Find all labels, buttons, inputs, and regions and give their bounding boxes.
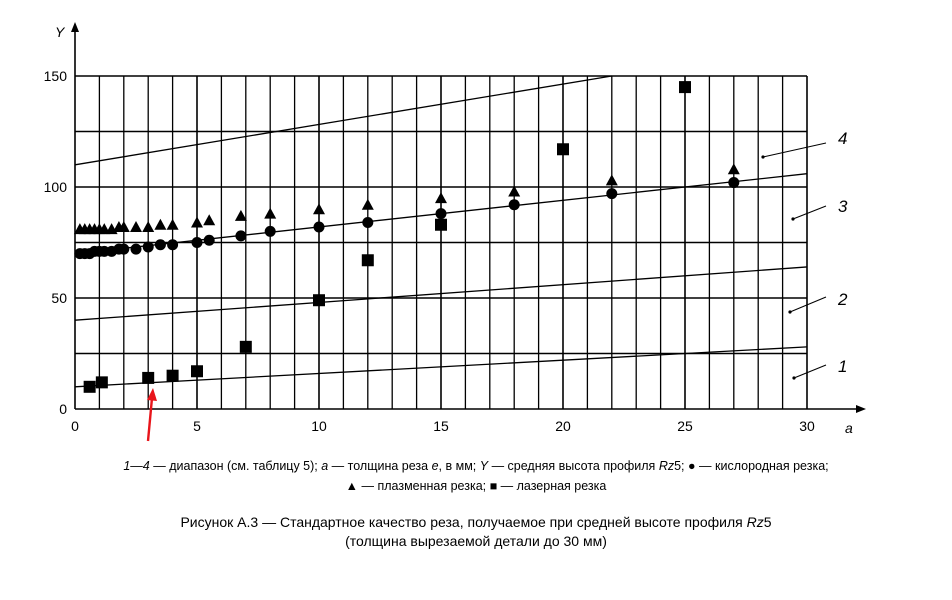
y-axis-arrow (71, 22, 79, 32)
range-label-3: 3 (838, 197, 848, 216)
circle-point (728, 177, 740, 189)
x-tick-label: 10 (311, 418, 327, 434)
x-tick-label: 25 (677, 418, 693, 434)
circle-point (264, 225, 276, 237)
x-tick-label: 20 (555, 418, 571, 434)
y-tick-label: 0 (59, 401, 67, 417)
triangle-point (313, 203, 325, 215)
triangle-point (203, 214, 216, 226)
square-point (191, 365, 203, 378)
range-label-leader (793, 364, 827, 379)
x-tick-label: 5 (193, 418, 201, 434)
square-point (142, 371, 155, 384)
range-label-leader (792, 205, 827, 220)
square-point (679, 81, 691, 94)
legend-range: 1—4 (123, 459, 150, 473)
legend-line-1: 1—4 — диапазон (см. таблицу 5); a — толщ… (0, 456, 952, 476)
legend-e: e (431, 459, 439, 473)
square-point (239, 340, 252, 353)
triangle-point (727, 163, 740, 175)
tick-labels: 0 5 10 15 20 25 30 0 50 100 150 (44, 68, 815, 434)
legend-line-2: ▲ — плазменная резка; ■ — лазерная резка (345, 479, 607, 493)
triangle-point (130, 220, 142, 232)
legend-text-5: 5; ● — кислородная резка; (674, 459, 829, 473)
triangle-point (264, 207, 277, 219)
square-point (313, 294, 325, 307)
square-point (557, 143, 569, 156)
legend-y: Y (479, 459, 489, 473)
range-labels: 4 3 2 1 (761, 129, 848, 380)
red-arrow (146, 388, 157, 442)
triangle-point (117, 220, 130, 232)
circle-point (167, 239, 179, 251)
legend-text-2: — толщина реза (328, 459, 432, 473)
legend-text-4: — средняя высота профиля (488, 459, 659, 473)
circle-point (142, 241, 154, 253)
circle-point (130, 243, 142, 255)
triangle-point (142, 220, 155, 232)
circle-point (118, 243, 130, 255)
circle-point (191, 237, 203, 248)
circle-point (606, 188, 618, 200)
range-label-leader (762, 142, 827, 158)
square-point (95, 376, 108, 389)
circle-point (313, 221, 325, 233)
square-point (166, 369, 179, 382)
circle-point (435, 208, 447, 220)
triangle-point (191, 216, 203, 228)
circle-point (362, 217, 374, 229)
range-line-1 (74, 346, 808, 388)
caption-line-1: Рисунок А.3 — Стандартное качество реза,… (0, 513, 952, 532)
x-tick-label: 30 (799, 418, 815, 434)
y-tick-label: 50 (51, 290, 67, 306)
y-axis-label: Y (55, 24, 66, 40)
caption-rz: Rz (746, 514, 764, 530)
triangle-point (435, 192, 447, 204)
square-point (83, 380, 96, 393)
range-label-leader (789, 296, 827, 313)
triangle-point (166, 218, 179, 230)
red-arrow-head (147, 388, 157, 401)
figure-caption: Рисунок А.3 — Стандартное качество реза,… (0, 513, 952, 551)
legend: 1—4 — диапазон (см. таблицу 5); a — толщ… (0, 456, 952, 496)
triangle-point (605, 174, 618, 186)
legend-text-1: — диапазон (см. таблицу 5); (149, 459, 322, 473)
cut-quality-chart: 0 5 10 15 20 25 30 0 50 100 150 4 3 2 1 a Y (44, 22, 866, 442)
x-tick-label: 15 (433, 418, 449, 434)
legend-a: a (321, 459, 329, 473)
y-tick-label: 150 (44, 68, 68, 84)
legend-rz: Rz (658, 459, 675, 473)
chart-axes (71, 22, 866, 413)
legend-text-3: , в мм; (438, 459, 480, 473)
x-axis-label: a (845, 420, 853, 436)
caption-text: Рисунок А.3 — Стандартное качество реза,… (180, 514, 747, 530)
range-line-2 (74, 266, 808, 321)
red-arrow-shaft (146, 397, 154, 442)
circle-point (203, 234, 215, 246)
circle-point (508, 199, 520, 211)
triangle-point (361, 198, 374, 210)
triangle-point (154, 218, 167, 230)
range-label-4: 4 (838, 129, 847, 148)
range-label-2: 2 (837, 290, 848, 309)
data-points (73, 81, 740, 393)
square-point (435, 218, 447, 231)
caption-line-2: (толщина вырезаемой детали до 30 мм) (345, 533, 607, 549)
range-line-4 (74, 75, 612, 166)
circle-point (235, 230, 247, 242)
triangle-point (234, 209, 247, 221)
x-tick-label: 0 (71, 418, 79, 434)
circle-point (154, 239, 166, 251)
caption-tail: 5 (763, 514, 772, 530)
chart-grid (75, 75, 808, 409)
x-axis-arrow (856, 405, 866, 413)
range-label-1: 1 (838, 357, 847, 376)
y-tick-label: 100 (44, 179, 68, 195)
triangle-point (508, 185, 521, 197)
square-point (361, 254, 374, 267)
